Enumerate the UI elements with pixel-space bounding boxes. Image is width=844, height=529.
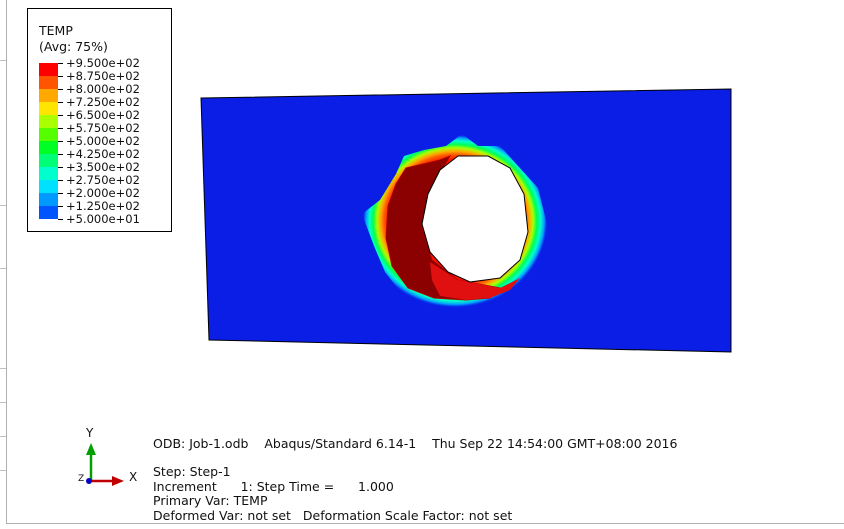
legend-tick — [58, 76, 63, 77]
legend-tick — [58, 206, 63, 207]
legend-value-label: +3.500e+02 — [66, 160, 140, 174]
legend-tick — [58, 89, 63, 90]
legend-tick — [58, 115, 63, 116]
legend-tick — [58, 180, 63, 181]
legend-value-label: +4.250e+02 — [66, 147, 140, 161]
legend-value-label: +6.500e+02 — [66, 108, 140, 122]
legend-tick — [58, 63, 63, 64]
legend-color-swatch — [39, 141, 58, 154]
z-axis-marker — [86, 478, 92, 484]
deformed-var-line: Deformed Var: not set Deformation Scale … — [153, 508, 513, 523]
legend-value-label: +5.750e+02 — [66, 121, 140, 135]
legend-color-swatch — [39, 193, 58, 206]
ruler-tick — [0, 268, 6, 269]
ruler-tick — [0, 402, 6, 403]
legend-value-label: +7.250e+02 — [66, 95, 140, 109]
legend-value-label: +5.000e+02 — [66, 134, 140, 148]
legend-value-label: +2.000e+02 — [66, 186, 140, 200]
odb-info-line: ODB: Job-1.odb Abaqus/Standard 6.14-1 Th… — [153, 436, 678, 451]
legend-subtitle: (Avg: 75%) — [39, 39, 108, 54]
legend-value-label: +8.750e+02 — [66, 69, 140, 83]
legend-color-swatch — [39, 89, 58, 102]
ruler-tick — [0, 60, 6, 61]
legend-value-label: +1.250e+02 — [66, 199, 140, 213]
legend-color-swatch — [39, 102, 58, 115]
legend-color-swatch — [39, 154, 58, 167]
y-axis-arrowhead — [86, 443, 96, 455]
legend-value-label: +9.500e+02 — [66, 56, 140, 70]
ruler-tick — [0, 470, 6, 471]
ruler-tick — [0, 436, 6, 437]
legend-color-swatch — [39, 206, 58, 219]
legend-tick — [58, 154, 63, 155]
step-line: Step: Step-1 — [153, 464, 231, 479]
increment-line: Increment 1: Step Time = 1.000 — [153, 479, 394, 494]
legend-value-label: +2.750e+02 — [66, 173, 140, 187]
legend-tick — [58, 128, 63, 129]
y-axis-label: Y — [86, 426, 94, 440]
legend-color-swatch — [39, 180, 58, 193]
view-triad: Y X Z — [70, 425, 150, 495]
legend-tick — [58, 102, 63, 103]
ruler-tick — [0, 368, 6, 369]
ruler-tick — [0, 205, 6, 206]
legend-color-swatch — [39, 128, 58, 141]
legend-value-label: +8.000e+02 — [66, 82, 140, 96]
hole-opening — [421, 155, 529, 283]
viewport-left-border — [6, 0, 7, 523]
legend-tick — [58, 193, 63, 194]
x-axis-arrowhead — [112, 476, 124, 486]
primary-var-line: Primary Var: TEMP — [153, 493, 268, 508]
x-axis-label: X — [129, 470, 138, 484]
z-axis-label: Z — [78, 474, 85, 484]
legend-title: TEMP — [39, 23, 73, 38]
contour-legend[interactable]: TEMP (Avg: 75%) +9.500e+02 +8.750e+02 +8.0… — [27, 8, 172, 232]
legend-value-label: +5.000e+01 — [66, 212, 140, 226]
legend-color-swatch — [39, 63, 58, 76]
legend-color-swatch — [39, 115, 58, 128]
viewport-bottom-border — [6, 523, 844, 524]
legend-color-swatch — [39, 76, 58, 89]
hole-bottom-edge — [430, 262, 520, 300]
legend-color-swatch — [39, 167, 58, 180]
legend-tick — [58, 141, 63, 142]
legend-tick — [58, 167, 63, 168]
legend-tick — [58, 219, 63, 220]
